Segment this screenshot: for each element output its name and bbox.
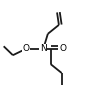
Text: N: N (40, 44, 47, 53)
Text: O: O (22, 44, 29, 53)
Text: O: O (59, 44, 66, 53)
